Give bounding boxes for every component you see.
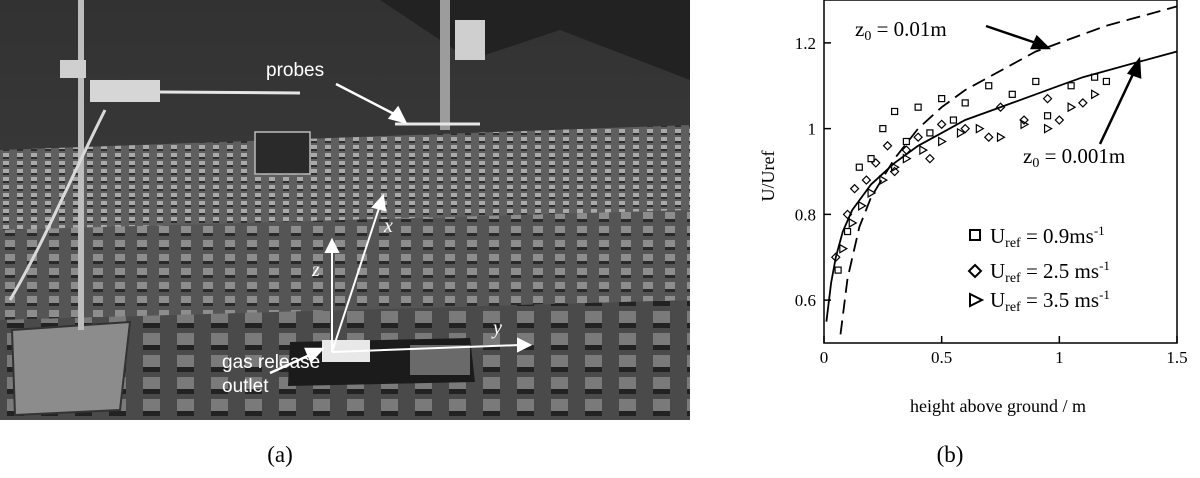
data-point-square: [891, 107, 899, 116]
caption-b: (b): [936, 442, 964, 467]
data-point-triangle: [1067, 102, 1077, 113]
data-point-triangle: [975, 123, 985, 134]
svg-text:Uref = 0.9ms-1: Uref = 0.9ms-1: [990, 223, 1105, 251]
velocity-profile-chart: 0 0.5 1 1.5 0.6 0.8 1 1.2 height above ground /…: [758, 0, 1188, 416]
data-point-diamond: [830, 252, 841, 263]
data-point-diamond: [913, 132, 923, 143]
legend-diamond-marker: [967, 263, 983, 279]
data-point-square: [926, 129, 934, 137]
x-axis-title: height above ground / m: [910, 396, 1086, 416]
data-point-square: [843, 227, 852, 236]
y-tick-label: 0.6: [795, 291, 816, 310]
data-point-diamond: [960, 123, 971, 134]
data-point-triangle: [996, 132, 1006, 143]
data-point-triangle: [956, 127, 966, 138]
svg-text:Uref = 2.5 ms-1: Uref = 2.5 ms-1: [990, 258, 1110, 286]
legend-triangle-marker: [969, 292, 985, 308]
data-point-diamond: [1019, 115, 1029, 125]
data-point-square: [867, 155, 875, 163]
data-point-square: [879, 125, 887, 133]
data-point-square: [1008, 90, 1016, 98]
data-point-diamond: [842, 209, 853, 220]
data-point-triangle: [858, 200, 867, 211]
x-tick-label: 1.5: [1166, 348, 1187, 367]
x-axis-label: x: [383, 215, 393, 237]
data-point-square: [1032, 77, 1040, 86]
data-point-square: [961, 99, 969, 107]
data-point-triangle: [891, 162, 900, 173]
legend-item-3.5: Uref = 3.5 ms-1: [969, 287, 1110, 315]
curve-z0-0.01m: [839, 5, 1178, 335]
x-tick-label: 0: [820, 348, 829, 367]
data-point-square: [914, 103, 922, 111]
data-point-square: [1091, 73, 1099, 81]
svg-text:Uref = 3.5 ms-1: Uref = 3.5 ms-1: [990, 287, 1110, 315]
data-point-diamond: [901, 145, 912, 155]
legend-item-2.5: Uref = 2.5 ms-1: [967, 258, 1110, 286]
gas-release-arrow: [269, 347, 325, 375]
y-axis-title: U/Uref: [758, 151, 778, 202]
data-point-square: [985, 82, 993, 90]
data-point-triangle: [1043, 123, 1053, 134]
coordinate-axes: [324, 193, 533, 353]
data-point-diamond: [861, 175, 872, 185]
wind-tunnel-photo: z y x probes gas release outlet: [0, 0, 690, 420]
curve-arrow-z0-001: [985, 24, 1052, 50]
data-point-square: [834, 266, 842, 274]
data-point-triangle: [1020, 119, 1030, 130]
data-point-square: [902, 137, 910, 146]
y-tick-label: 1: [808, 120, 817, 139]
probes-label: probes: [266, 60, 324, 81]
data-point-triangle: [879, 175, 889, 186]
curve-z0-0.001m: [825, 50, 1178, 322]
x-tick-label: 1: [1055, 348, 1064, 367]
data-point-diamond: [1054, 115, 1065, 125]
gas-release-label-line1: gas release: [222, 352, 320, 373]
curve-label-z0-0001: z0 = 0.001m: [1023, 144, 1125, 171]
legend-item-0.9: Uref = 0.9ms-1: [969, 223, 1105, 251]
data-point-diamond: [1078, 98, 1088, 108]
data-point-square: [949, 116, 958, 124]
x-tick-label: 0.5: [931, 348, 952, 367]
data-point-square: [1067, 82, 1075, 90]
curve-label-z0-001: z0 = 0.01m: [855, 17, 947, 44]
data-point-triangle: [938, 136, 947, 147]
legend-square-marker: [969, 229, 981, 241]
y-axis-label: y: [491, 317, 502, 339]
data-point-triangle: [1091, 89, 1100, 100]
data-point-diamond: [936, 119, 947, 130]
data-point-triangle: [919, 145, 929, 156]
y-tick-label: 0.8: [795, 205, 816, 224]
data-point-diamond: [983, 132, 994, 143]
curve-arrow-z0-0001: [1098, 56, 1142, 145]
data-point-triangle: [848, 217, 858, 228]
data-point-triangle: [867, 187, 877, 198]
data-point-diamond: [882, 140, 893, 151]
data-point-square: [855, 163, 863, 171]
data-point-triangle: [839, 243, 849, 254]
probes-arrow: [335, 82, 408, 124]
gas-release-label-line2: outlet: [222, 376, 269, 397]
data-point-square: [938, 95, 946, 103]
data-point-diamond: [1042, 93, 1053, 104]
plot-frame: [823, 0, 1178, 344]
y-tick-label: 1.2: [795, 34, 816, 53]
caption-a: (a): [267, 442, 293, 467]
data-point-square: [1102, 77, 1110, 86]
data-point-diamond: [849, 183, 860, 194]
data-point-square: [1043, 112, 1052, 120]
legend: Uref = 0.9ms-1 Uref = 2.5 ms-1 Uref = 3.…: [967, 223, 1110, 315]
z-axis-label: z: [311, 259, 320, 281]
data-point-diamond: [870, 158, 881, 168]
data-point-diamond: [995, 102, 1006, 113]
data-point-diamond: [925, 153, 935, 164]
data-point-triangle: [902, 153, 912, 164]
